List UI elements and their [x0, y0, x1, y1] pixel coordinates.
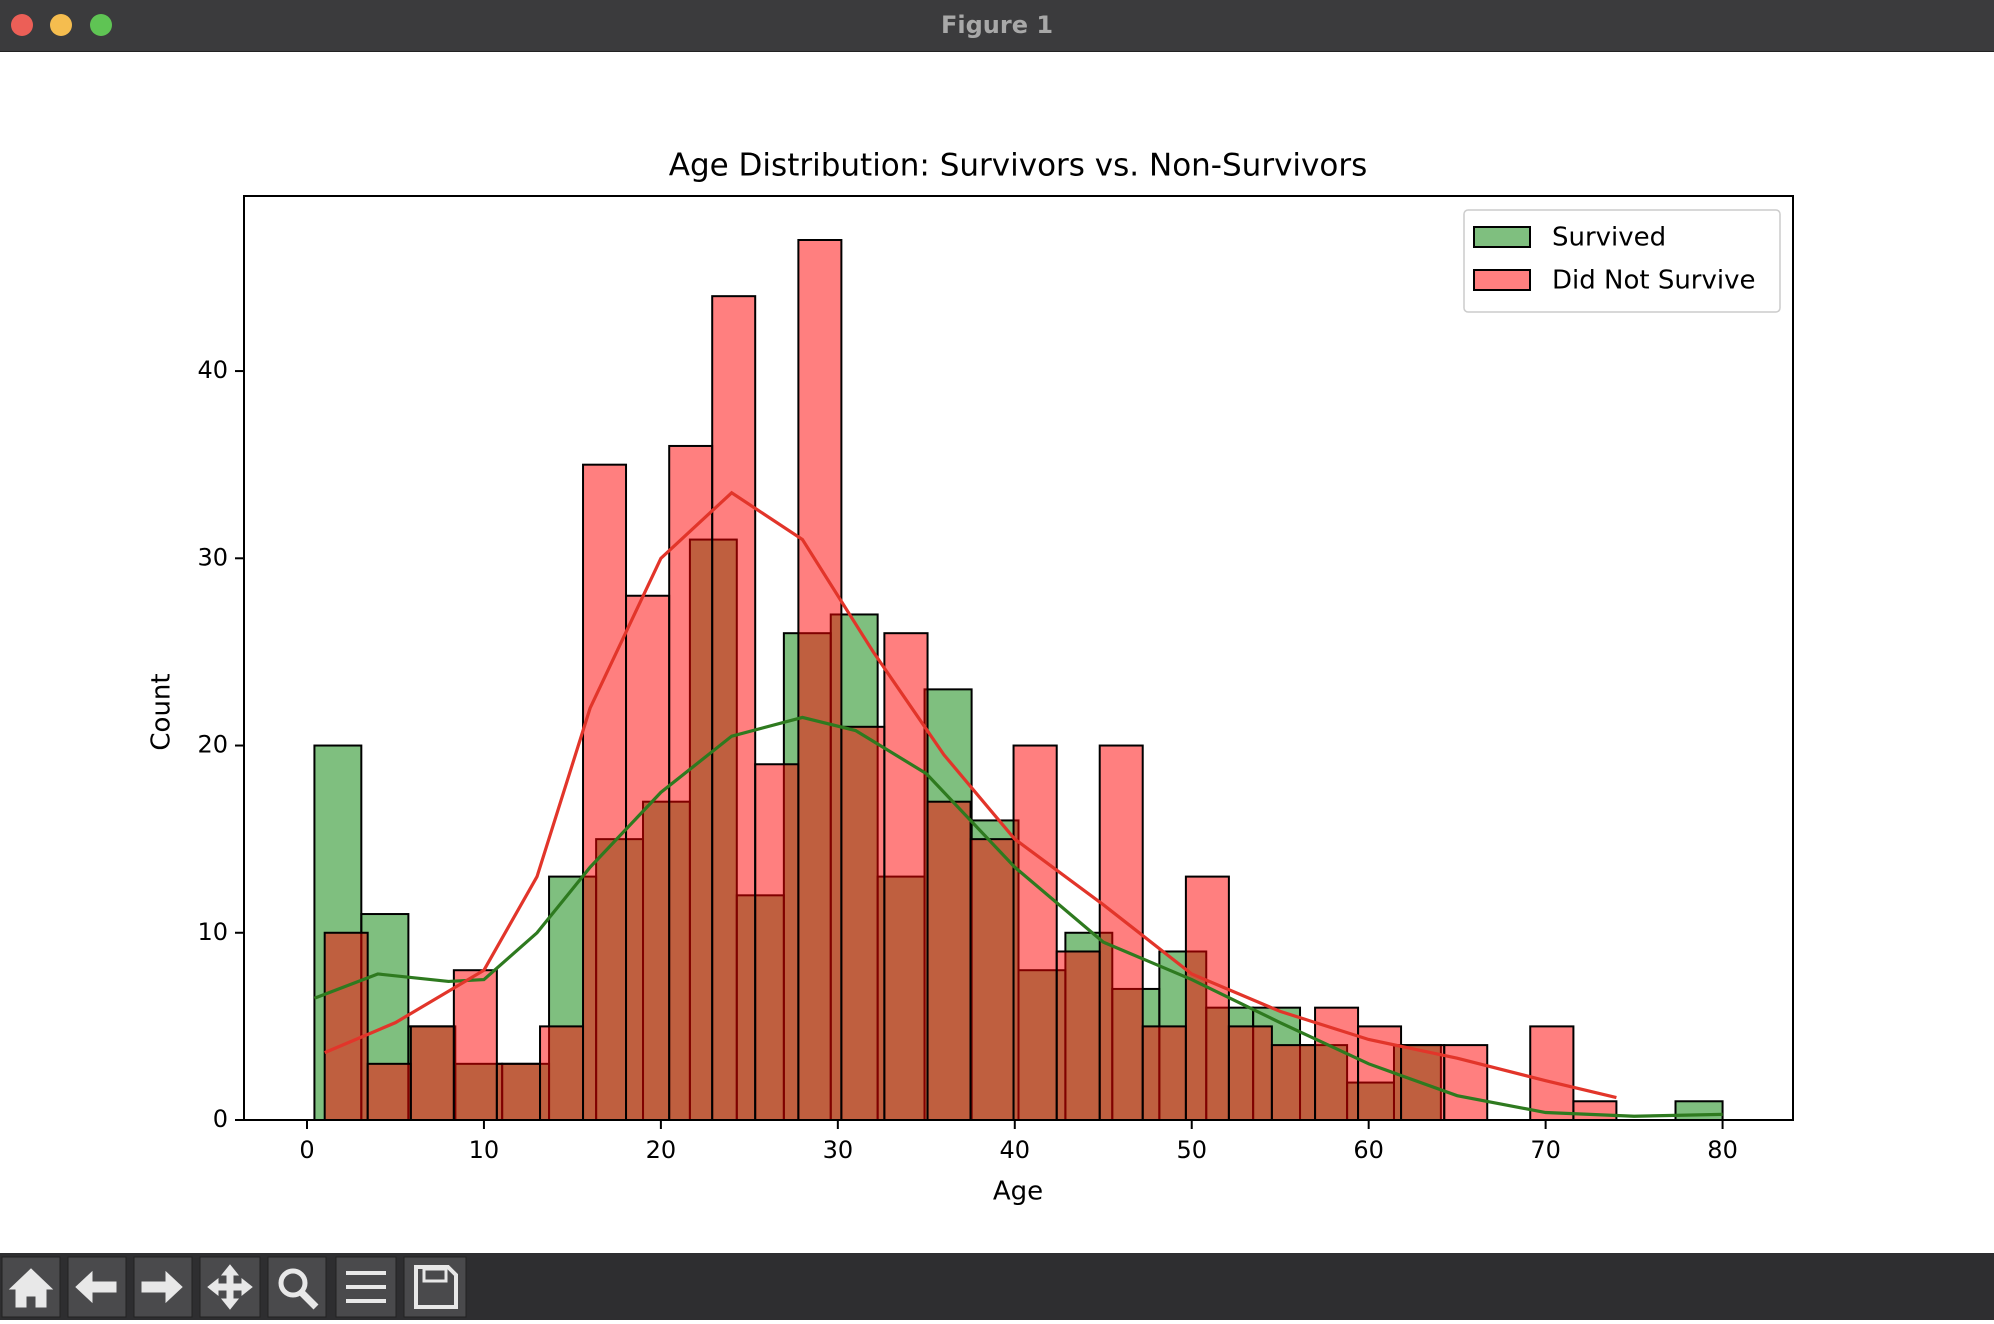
histogram-bar: [969, 838, 1015, 1121]
histogram-bar: [582, 463, 628, 1121]
plot-frame: [243, 195, 1794, 1121]
x-tick-label: 60: [1353, 1136, 1384, 1164]
x-tick-label: 10: [469, 1136, 500, 1164]
histogram-bar: [711, 295, 757, 1121]
kde-line: [324, 490, 1617, 1100]
histogram-bar: [1529, 1025, 1575, 1122]
legend-label: Did Not Survive: [1552, 266, 1756, 296]
minimize-button[interactable]: [50, 14, 72, 36]
histogram-bar: [1055, 950, 1101, 1122]
y-tick-label: 10: [197, 918, 228, 946]
histogram-bar: [668, 444, 714, 1121]
histogram-bar: [1184, 875, 1230, 1122]
chart-title: Age Distribution: Survivors vs. Non-Surv…: [669, 148, 1367, 184]
y-tick-label: 0: [213, 1105, 228, 1133]
histogram-bar: [409, 1025, 455, 1122]
y-tick-label: 40: [197, 356, 228, 384]
y-axis-label: Count: [147, 673, 177, 750]
x-tick-label: 70: [1530, 1136, 1561, 1164]
icons: [8, 1264, 458, 1310]
legend: Survived Did Not Survive: [1463, 209, 1781, 313]
x-tick-label: 50: [1176, 1136, 1207, 1164]
histogram-bar: [539, 1025, 585, 1122]
histogram-bar: [754, 763, 800, 1121]
chart: Age Distribution: Survivors vs. Non-Surv…: [147, 148, 1794, 1207]
histogram-bar: [1674, 1100, 1724, 1122]
histogram-bar: [1012, 744, 1058, 1121]
title-bar: Figure 1: [0, 0, 1994, 52]
close-button[interactable]: [11, 14, 33, 36]
zoom-button[interactable]: [90, 14, 112, 36]
histogram-bar: [323, 931, 369, 1121]
x-tick-label: 20: [646, 1136, 677, 1164]
toolbar: [0, 1253, 1994, 1320]
x-tick-label: 80: [1707, 1136, 1738, 1164]
histogram-bar: [883, 632, 929, 1121]
zoom-button[interactable]: [267, 1256, 327, 1318]
kde-line: [313, 715, 1723, 1118]
x-tick-label: 0: [299, 1136, 314, 1164]
toolbar-icons: [1, 1256, 467, 1318]
histogram-bar: [452, 969, 498, 1121]
histogram-bar: [1141, 1025, 1187, 1122]
y-tick-label: 30: [197, 543, 228, 571]
x-tick-label: 30: [823, 1136, 854, 1164]
x-axis-label: Age: [993, 1177, 1043, 1207]
legend-swatch: [1473, 269, 1531, 291]
histogram-bar: [797, 239, 843, 1121]
histogram-bar: [840, 725, 886, 1122]
y-tick-label: 20: [197, 731, 228, 759]
histogram-bar: [366, 1062, 412, 1121]
histogram-bar: [1270, 1044, 1317, 1121]
histogram-bar: [1572, 1100, 1618, 1122]
histogram-bar: [1227, 1025, 1273, 1122]
legend-box: [1463, 209, 1781, 313]
window-title: Figure 1: [940, 11, 1054, 39]
x-tick-label: 40: [1000, 1136, 1031, 1164]
histogram-bar: [1443, 1044, 1489, 1121]
legend-label: Survived: [1552, 223, 1666, 253]
histogram-bar: [926, 800, 972, 1122]
legend-swatch: [1473, 226, 1531, 248]
histogram-bar: [495, 1062, 542, 1121]
histogram-bar: [625, 594, 671, 1121]
histogram-bar: [1098, 744, 1144, 1121]
